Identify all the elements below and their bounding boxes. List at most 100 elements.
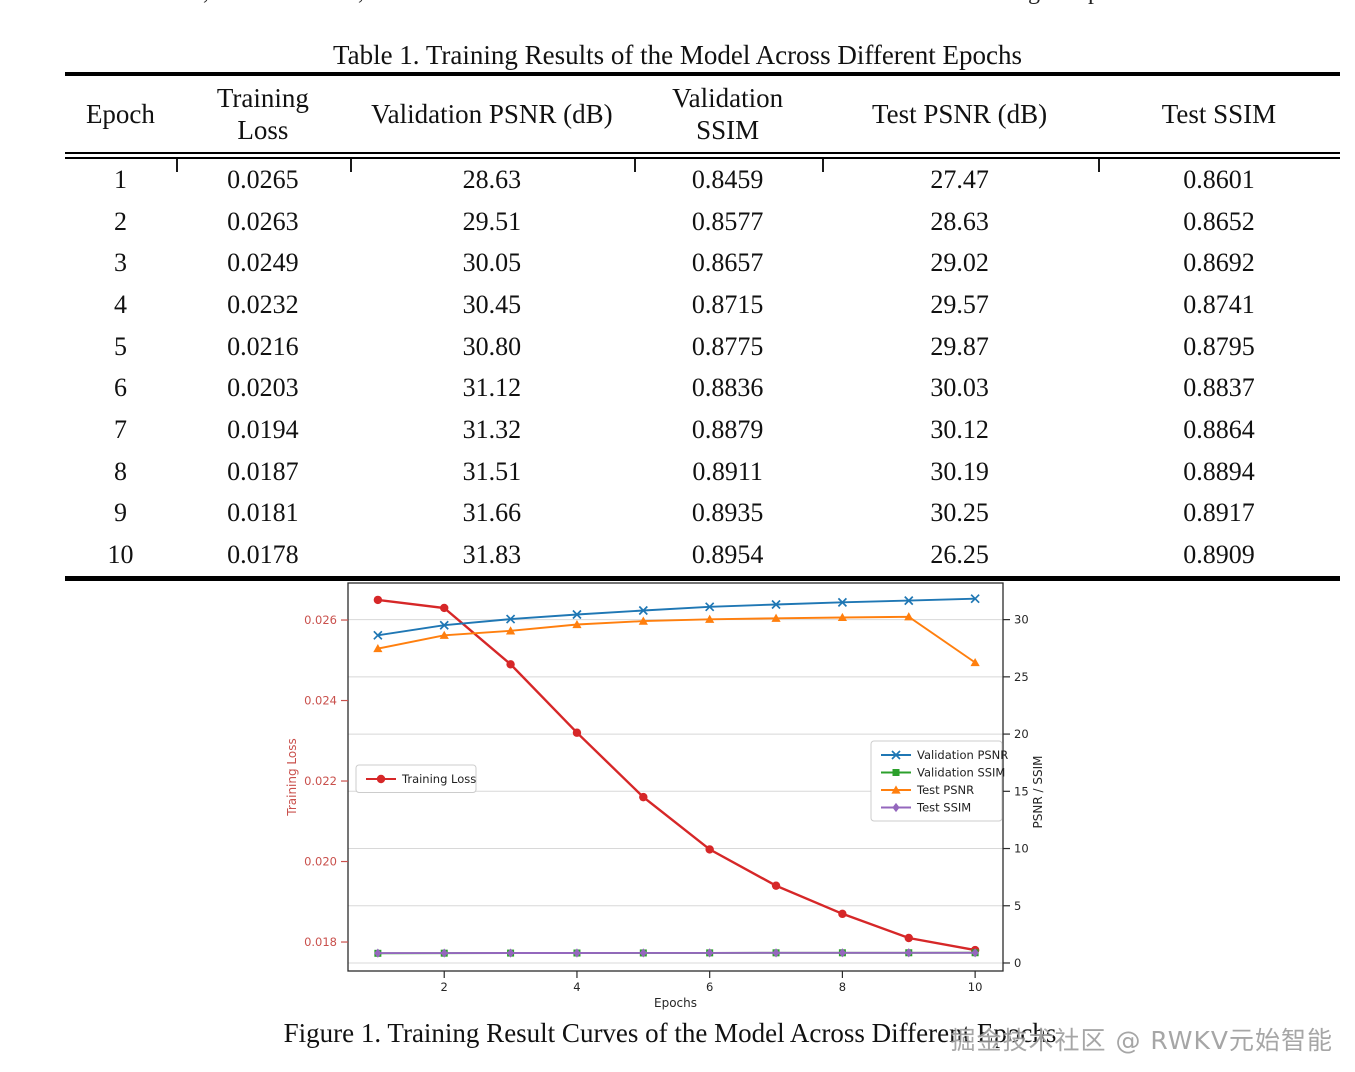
table-cell: 2 bbox=[113, 206, 127, 236]
table-cell: 31.51 bbox=[462, 456, 522, 486]
chart-frame bbox=[347, 582, 1004, 972]
table-cell: 0.8837 bbox=[1183, 373, 1255, 403]
table-cell: 0.8657 bbox=[691, 248, 764, 278]
series-test-psnr bbox=[373, 612, 980, 667]
table-cell: 27.47 bbox=[930, 164, 989, 194]
table-cell: 29.57 bbox=[930, 289, 989, 319]
table-cell: 0.8692 bbox=[1183, 248, 1255, 278]
table-cell: 30.19 bbox=[930, 456, 989, 486]
svg-text:30: 30 bbox=[1014, 613, 1029, 627]
table-cell: 0.0232 bbox=[227, 289, 299, 319]
table-cell: 0.0194 bbox=[227, 414, 299, 444]
table-header-double-rule bbox=[65, 152, 1340, 159]
figure-chart-svg: 0.018 0.020 0.022 0.024 0.026 0 5 10 15 20 25 30 2 4 6… bbox=[285, 582, 1045, 1010]
table-cell: 0.8741 bbox=[1183, 289, 1255, 319]
table-row: 6 0.0203 31.12 0.8836 30.03 0.8837 bbox=[65, 367, 1340, 409]
table-row: 10 0.0178 31.83 0.8954 26.25 0.8909 bbox=[65, 534, 1340, 576]
column-divider-tick bbox=[175, 159, 178, 172]
table-cell: 0.8894 bbox=[1183, 456, 1255, 486]
legend-psnr-ssim: Validation PSNR Validation SSIM Test PSNR T… bbox=[870, 740, 1008, 822]
svg-text:25: 25 bbox=[1014, 670, 1029, 684]
table-cell: 0.0216 bbox=[227, 331, 299, 361]
table-cell: 26.25 bbox=[930, 540, 989, 570]
table-cell: 31.66 bbox=[462, 498, 522, 528]
svg-text:5: 5 bbox=[1014, 899, 1021, 913]
svg-text:2: 2 bbox=[441, 980, 448, 994]
svg-text:Validation SSIM: Validation SSIM bbox=[917, 766, 1005, 780]
table-cell: 0.0263 bbox=[227, 206, 299, 236]
table-cell: 28.63 bbox=[462, 164, 522, 194]
table-cell: 0.8836 bbox=[691, 373, 764, 403]
column-header: Validation SSIM bbox=[672, 82, 784, 145]
svg-text:Training Loss: Training Loss bbox=[401, 772, 476, 786]
legend-training-loss: Training Loss bbox=[355, 764, 477, 793]
right-axis-label: PSNR / SSIM bbox=[1031, 756, 1045, 829]
svg-text:0.026: 0.026 bbox=[304, 613, 337, 627]
svg-text:Test SSIM: Test SSIM bbox=[916, 801, 971, 815]
table-cell: 30.25 bbox=[930, 498, 989, 528]
table-cell: 31.12 bbox=[462, 373, 522, 403]
table-cell: 0.8715 bbox=[691, 289, 764, 319]
table-cell: 6 bbox=[113, 373, 127, 403]
svg-text:15: 15 bbox=[1014, 784, 1029, 798]
watermark: 掘金技术社区 @ RWKV元始智能 bbox=[950, 1026, 1333, 1055]
figure-caption: Figure 1. Training Result Curves of the … bbox=[283, 1018, 1057, 1048]
column-header: Epoch bbox=[85, 98, 155, 129]
table-cell: 30.12 bbox=[930, 414, 989, 444]
table-cell: 0.8601 bbox=[1183, 164, 1255, 194]
table-body: 1 0.0265 28.63 0.8459 27.47 0.8601 2 0.0263 29.5… bbox=[65, 159, 1340, 576]
svg-text:10: 10 bbox=[968, 980, 983, 994]
table-cell: 31.32 bbox=[462, 414, 522, 444]
table-row: 8 0.0187 31.51 0.8911 30.19 0.8894 bbox=[65, 451, 1340, 493]
column-header: Validation PSNR (dB) bbox=[371, 98, 613, 129]
cropped-text-fragment: , bbox=[203, 0, 229, 9]
svg-text:4: 4 bbox=[573, 980, 580, 994]
table-cell: 0.8909 bbox=[1183, 540, 1255, 570]
table-cell: 30.80 bbox=[462, 331, 522, 361]
results-table: Epoch Training Loss Validation PSNR (dB) Va… bbox=[65, 72, 1340, 581]
svg-text:Test PSNR: Test PSNR bbox=[916, 783, 974, 797]
table-cell: 7 bbox=[113, 414, 127, 444]
table-cell: 28.63 bbox=[930, 206, 989, 236]
table-cell: 0.0203 bbox=[227, 373, 299, 403]
table-title: Table 1. Training Results of the Model A… bbox=[332, 40, 1023, 70]
table-cell: 0.0187 bbox=[227, 456, 299, 486]
table-row: 2 0.0263 29.51 0.8577 28.63 0.8652 bbox=[65, 201, 1340, 243]
column-divider-tick bbox=[1098, 159, 1101, 172]
svg-text:20: 20 bbox=[1014, 727, 1029, 741]
table-cell: 5 bbox=[113, 331, 127, 361]
table-cell: 0.8911 bbox=[692, 456, 763, 486]
table-row: 4 0.0232 30.45 0.8715 29.57 0.8741 bbox=[65, 284, 1340, 326]
table-cell: 8 bbox=[113, 456, 127, 486]
column-header: Test PSNR (dB) bbox=[872, 98, 1048, 129]
table-top-rule bbox=[65, 72, 1340, 76]
figure-chart: 0.018 0.020 0.022 0.024 0.026 0 5 10 15 20 25 30 2 4 6… bbox=[280, 578, 1060, 1014]
left-axis-label: Training Loss bbox=[285, 738, 299, 816]
table-cell: 30.03 bbox=[930, 373, 989, 403]
table-cell: 0.8775 bbox=[691, 331, 764, 361]
table-cell: 0.0249 bbox=[227, 248, 299, 278]
table-cell: 0.0178 bbox=[227, 540, 299, 570]
table-cell: 31.83 bbox=[462, 540, 522, 570]
table-cell: 0.0181 bbox=[227, 498, 299, 528]
table-cell: 30.45 bbox=[462, 289, 522, 319]
table-row: 7 0.0194 31.32 0.8879 30.12 0.8864 bbox=[65, 409, 1340, 451]
table-cell: 3 bbox=[113, 248, 127, 278]
svg-text:0.024: 0.024 bbox=[304, 694, 337, 708]
cropped-text-fragment: , bbox=[358, 0, 384, 9]
table-cell: 0.8795 bbox=[1183, 331, 1255, 361]
table-cell: 0.8879 bbox=[691, 414, 764, 444]
table-cell: 0.8954 bbox=[691, 540, 764, 570]
svg-text:0: 0 bbox=[1014, 956, 1021, 970]
cropped-text-fragment: p bbox=[1088, 0, 1114, 9]
table-cell: 0.8652 bbox=[1183, 206, 1255, 236]
series-training-loss bbox=[373, 595, 980, 955]
svg-text:10: 10 bbox=[1014, 842, 1029, 856]
table-cell: 29.02 bbox=[930, 248, 989, 278]
table-cell: 0.8864 bbox=[1183, 414, 1255, 444]
table-cell: 29.87 bbox=[930, 331, 989, 361]
column-header: Training Loss bbox=[216, 82, 309, 145]
table-row: 1 0.0265 28.63 0.8459 27.47 0.8601 bbox=[65, 159, 1340, 201]
table-header-row: Epoch Training Loss Validation PSNR (dB) Va… bbox=[65, 76, 1340, 152]
